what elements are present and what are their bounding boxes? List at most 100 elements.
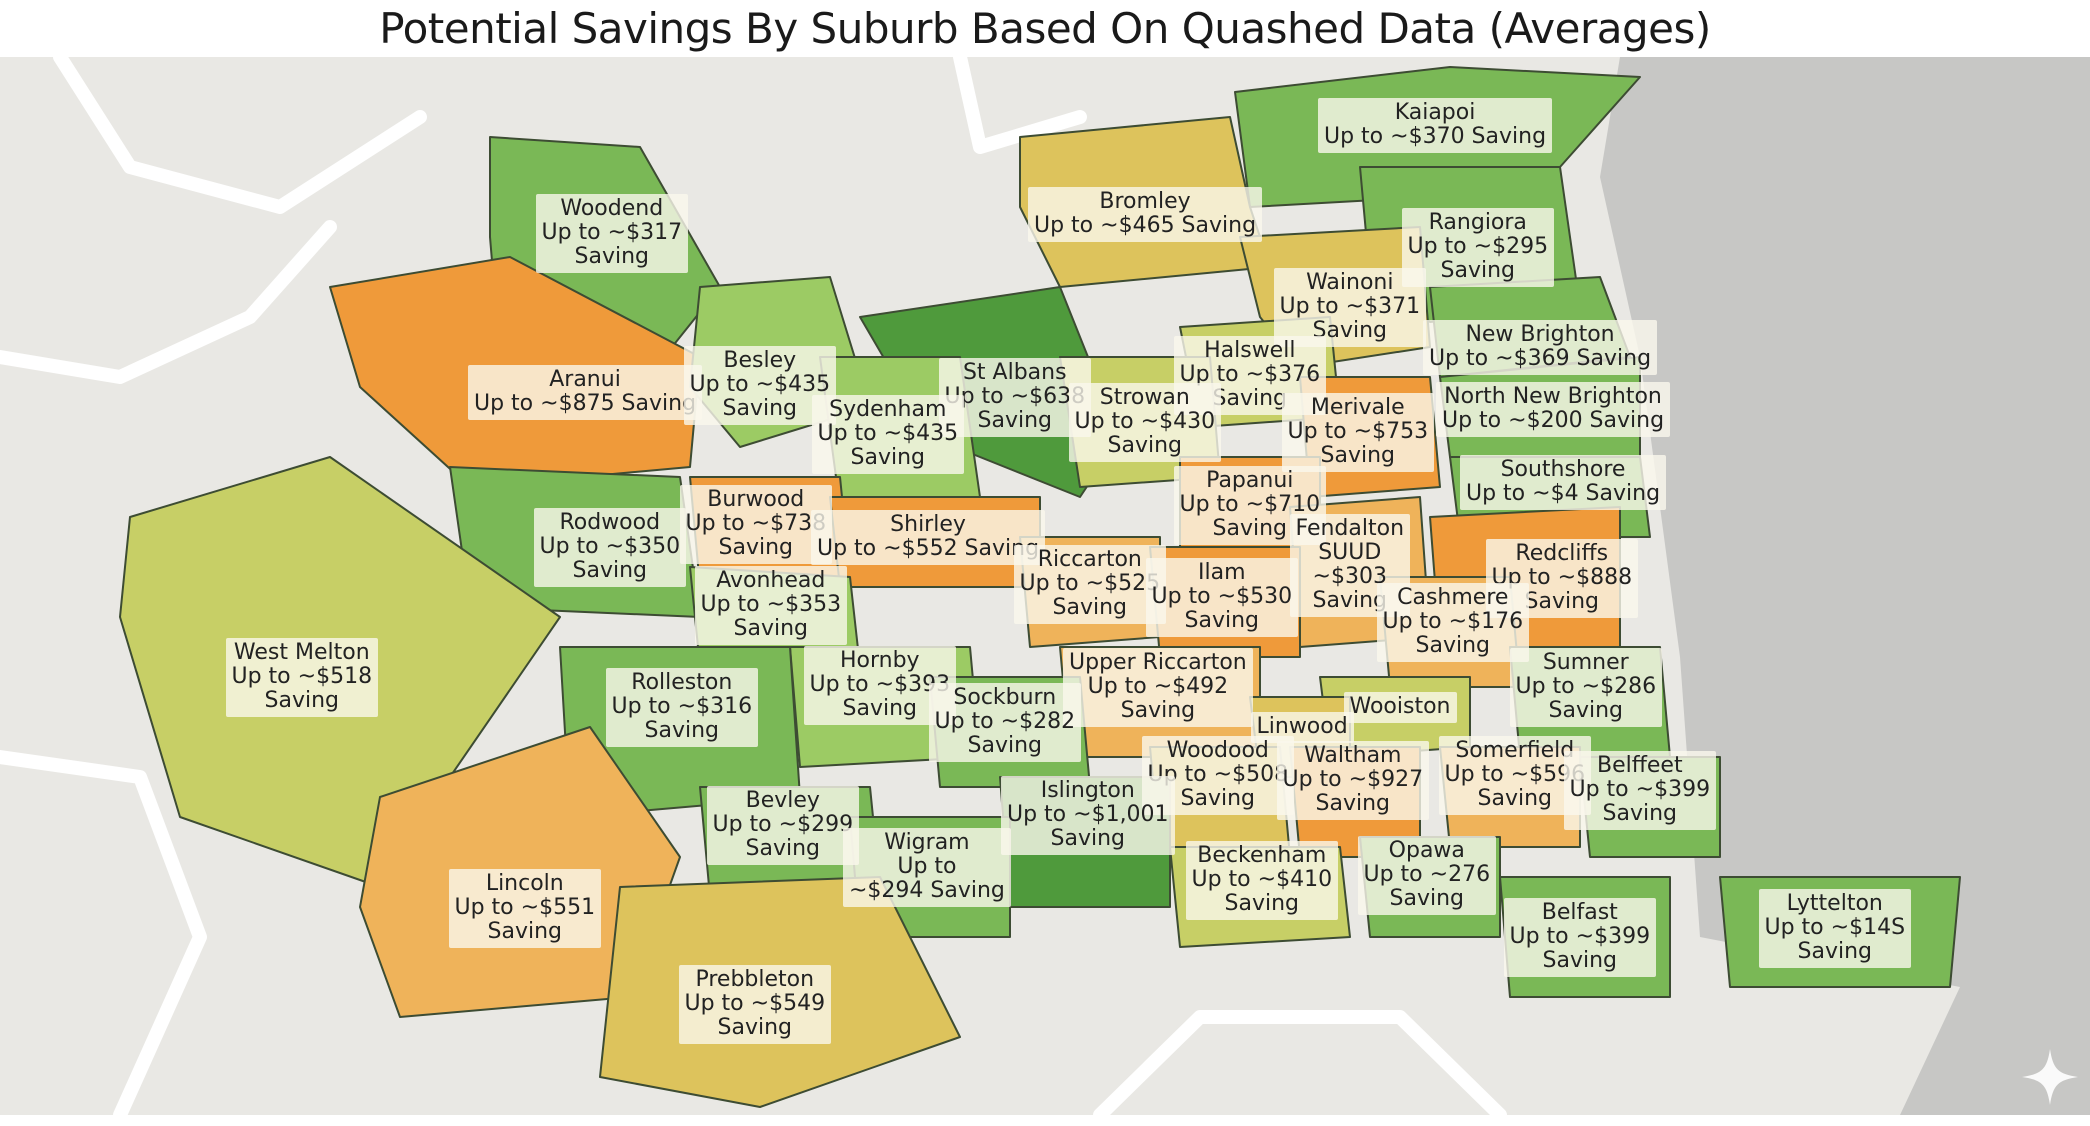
suburb-name: Wigram: [884, 829, 970, 855]
suburb-name: Lincoln: [485, 870, 564, 896]
suburb-saving-text: Up to ~$1,001: [1007, 801, 1169, 827]
suburb-label-prebbleton: Prebbleton Up to ~$549 Saving: [678, 964, 832, 1044]
suburb-saving-text: Saving: [1548, 697, 1624, 723]
suburb-name: Besley: [723, 347, 797, 373]
suburb-saving-text: Up to ~$875 Saving: [474, 390, 697, 416]
suburb-saving-text: Saving: [733, 615, 809, 641]
suburb-saving-text: Saving: [1212, 385, 1288, 411]
suburb-name: Opawa: [1388, 837, 1465, 863]
suburb-label-north-new-brighton: North New Brighton Up to ~$200 Saving: [1436, 381, 1671, 437]
map-title: Potential Savings By Suburb Based On Qua…: [379, 4, 1711, 53]
suburb-saving-text: Saving: [717, 1014, 793, 1040]
suburb-name: Redcliffs: [1515, 540, 1609, 566]
suburb-name: Fendalton: [1295, 515, 1405, 541]
suburb-label-avonhead: Avonhead Up to ~$353 Saving: [694, 565, 848, 645]
suburb-label-wigram: Wigram Up to ~$294 Saving: [843, 827, 1011, 907]
suburb-saving-text: Up to ~$549: [684, 990, 826, 1016]
suburb-name: New Brighton: [1465, 321, 1615, 347]
suburb-saving-text: Saving: [1180, 785, 1256, 811]
suburb-label-wainoni: Wainoni Up to ~$371 Saving: [1273, 267, 1427, 347]
suburb-saving-text: Up to: [897, 853, 957, 879]
suburb-label-fendalton: Fendalton SUUD ~$303 Saving: [1289, 513, 1411, 617]
suburb-saving-text: ~$303: [1312, 563, 1387, 589]
suburb-name: Upper Riccarton: [1069, 649, 1247, 675]
suburb-saving-text: Saving: [967, 732, 1043, 758]
suburb-name: Belffeet: [1596, 752, 1683, 778]
choropleth-map[interactable]: Kaiapoi Up to ~$370 Saving Bromley Up to ~$…: [0, 57, 2090, 1115]
suburb-name: Rolleston: [631, 669, 733, 695]
terrain-road-0: [0, 220, 337, 384]
suburb-label-aranui: Aranui Up to ~$875 Saving: [468, 364, 703, 420]
suburb-name: Somerfield: [1455, 737, 1575, 763]
suburb-saving-text: Up to ~$14S: [1764, 914, 1906, 940]
sparkle-icon: [2022, 1049, 2078, 1105]
suburb-saving-text: Saving: [1477, 785, 1553, 811]
suburb-label-kaiapoi: Kaiapoi Up to ~$370 Saving: [1318, 97, 1553, 153]
suburb-saving-text: SUUD: [1318, 539, 1382, 565]
suburb-name: Bromley: [1099, 188, 1191, 214]
suburb-name: Strowan: [1099, 384, 1190, 410]
suburb-label-hornby: Hornby Up to ~$393 Saving: [803, 645, 957, 725]
suburb-saving-text: Up to ~$492: [1087, 673, 1229, 699]
suburb-saving-text: Up to ~$282: [934, 708, 1076, 734]
suburb-saving-text: Up to ~$738: [685, 510, 827, 536]
terrain-road-3: [953, 57, 1087, 154]
suburb-saving-text: Saving: [1542, 947, 1618, 973]
suburb-name: Ilam: [1198, 559, 1246, 585]
suburb-label-bevley: Bevley Up to ~$299 Saving: [706, 785, 860, 865]
suburb-label-belffeet: Belffeet Up to ~$399 Saving: [1563, 750, 1717, 830]
suburb-saving-text: Up to ~$286: [1515, 673, 1657, 699]
suburb-saving-text: Saving: [718, 534, 794, 560]
suburb-label-opawa: Opawa Up to ~276 Saving: [1357, 835, 1497, 915]
suburb-name: Shirley: [890, 511, 966, 537]
suburb-saving-text: Up to ~$295: [1407, 233, 1549, 259]
suburb-label-cashmere: Cashmere Up to ~$176 Saving: [1376, 582, 1530, 662]
suburb-label-west-melton: West Melton Up to ~$518 Saving: [225, 637, 379, 717]
suburb-saving-text: Saving: [722, 395, 798, 421]
suburb-saving-text: Saving: [1120, 697, 1196, 723]
suburb-saving-text: Saving: [842, 695, 918, 721]
suburb-name: St Albans: [962, 359, 1067, 385]
suburb-saving-text: Saving: [487, 918, 563, 944]
suburb-saving-text: Up to ~$4 Saving: [1466, 480, 1661, 506]
suburb-name: Wooiston: [1349, 693, 1451, 719]
suburb-saving-text: Saving: [1050, 825, 1126, 851]
suburb-label-sockburn: Sockburn Up to ~$282 Saving: [928, 682, 1082, 762]
suburb-saving-text: Up to ~$410: [1191, 866, 1333, 892]
suburb-name: Linwood: [1256, 713, 1348, 739]
suburb-saving-text: Up to ~$551: [454, 894, 596, 920]
suburb-saving-text: Saving: [1797, 938, 1873, 964]
suburb-saving-text: Saving: [1312, 587, 1388, 613]
suburb-name: Belfast: [1541, 899, 1618, 925]
suburb-saving-text: Saving: [1415, 632, 1491, 658]
suburb-saving-text: Saving: [1315, 790, 1391, 816]
suburb-saving-text: Up to ~$753: [1287, 418, 1429, 444]
suburb-saving-text: Saving: [1440, 257, 1516, 283]
suburb-saving-text: Saving: [1107, 432, 1183, 458]
suburb-name: Papanui: [1206, 467, 1294, 493]
suburb-saving-text: Up to ~$525: [1019, 570, 1161, 596]
suburb-name: Rangiora: [1428, 209, 1527, 235]
suburb-label-waltham: Waltham Up to ~$927 Saving: [1276, 740, 1430, 820]
suburb-label-sydenham: Sydenham Up to ~$435 Saving: [811, 394, 965, 474]
suburb-saving-text: Up to ~$370 Saving: [1324, 123, 1547, 149]
suburb-label-merivale: Merivale Up to ~$753 Saving: [1281, 392, 1435, 472]
suburb-label-shirley: Shirley Up to ~$552 Saving: [811, 509, 1046, 565]
suburb-saving-text: Saving: [572, 557, 648, 583]
suburb-saving-text: Up to ~$435: [689, 371, 831, 397]
suburb-name: Hornby: [839, 647, 920, 673]
suburb-name: Sydenham: [829, 396, 947, 422]
suburb-name: Burwood: [707, 486, 805, 512]
suburb-saving-text: Saving: [745, 835, 821, 861]
terrain-road-2: [0, 750, 207, 1115]
suburb-saving-text: Up to ~$430: [1074, 408, 1216, 434]
suburb-label-wooiston: Wooiston: [1343, 691, 1457, 723]
terrain-road-4: [1093, 1010, 1507, 1115]
suburb-name: Halswell: [1204, 337, 1296, 363]
suburb-saving-text: Up to ~$393: [809, 671, 951, 697]
suburb-name: Sockburn: [953, 684, 1057, 710]
suburb-saving-text: Saving: [644, 717, 720, 743]
suburb-name: Waltham: [1304, 742, 1402, 768]
suburb-label-besley: Besley Up to ~$435 Saving: [683, 345, 837, 425]
suburb-name: Merivale: [1310, 394, 1405, 420]
